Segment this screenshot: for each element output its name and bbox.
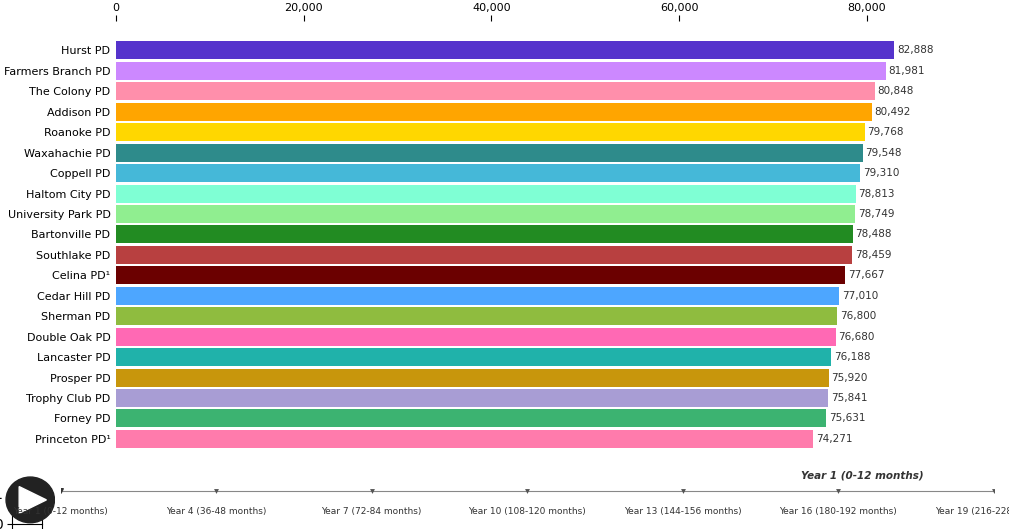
Text: 81,981: 81,981	[888, 66, 925, 76]
Text: 77,667: 77,667	[848, 270, 884, 280]
Bar	[116, 430, 813, 448]
Bar	[116, 287, 838, 305]
Bar	[116, 123, 865, 141]
Text: 80,848: 80,848	[878, 86, 914, 96]
Text: 78,813: 78,813	[859, 188, 895, 198]
Text: Year 4 (36-48 months): Year 4 (36-48 months)	[165, 507, 266, 516]
Text: 76,800: 76,800	[839, 311, 876, 321]
Text: Year 16 (180-192 months): Year 16 (180-192 months)	[779, 507, 897, 516]
Text: Year 1 (0-12 months): Year 1 (0-12 months)	[13, 507, 108, 516]
Bar	[116, 348, 831, 366]
Bar	[116, 164, 861, 182]
Text: 78,749: 78,749	[858, 209, 895, 219]
Text: Year 19 (216-228 months): Year 19 (216-228 months)	[935, 507, 1009, 516]
Text: 80,492: 80,492	[875, 107, 911, 117]
Text: Year 1 (0-12 months): Year 1 (0-12 months)	[800, 470, 923, 480]
Text: 77,010: 77,010	[842, 291, 878, 301]
Bar	[116, 83, 875, 101]
Bar	[116, 266, 845, 284]
Text: 76,680: 76,680	[838, 332, 875, 342]
Bar	[116, 225, 853, 243]
Bar	[116, 144, 863, 162]
Text: 79,310: 79,310	[864, 168, 900, 178]
Text: 79,548: 79,548	[866, 148, 902, 158]
Text: 78,488: 78,488	[856, 230, 892, 240]
Bar	[116, 62, 886, 80]
Text: 79,768: 79,768	[868, 127, 904, 137]
Bar	[116, 185, 856, 203]
Text: Year 10 (108-120 months): Year 10 (108-120 months)	[468, 507, 586, 516]
Text: 74,271: 74,271	[816, 434, 853, 444]
Bar	[116, 327, 835, 345]
Bar	[116, 103, 872, 121]
Text: 82,888: 82,888	[897, 45, 933, 56]
Text: 75,841: 75,841	[830, 393, 867, 403]
Text: Year 7 (72-84 months): Year 7 (72-84 months)	[322, 507, 422, 516]
Bar	[116, 389, 827, 407]
Bar	[116, 246, 853, 264]
Text: 76,188: 76,188	[834, 352, 871, 362]
Text: Year 13 (144-156 months): Year 13 (144-156 months)	[624, 507, 742, 516]
Text: 75,920: 75,920	[831, 372, 868, 382]
Circle shape	[6, 477, 54, 523]
Bar	[116, 307, 836, 325]
Bar	[116, 205, 856, 223]
Bar	[116, 409, 826, 427]
Text: 78,459: 78,459	[856, 250, 892, 260]
Bar	[116, 41, 894, 59]
Text: 75,631: 75,631	[828, 413, 866, 423]
Bar	[116, 369, 828, 387]
Polygon shape	[19, 487, 46, 513]
